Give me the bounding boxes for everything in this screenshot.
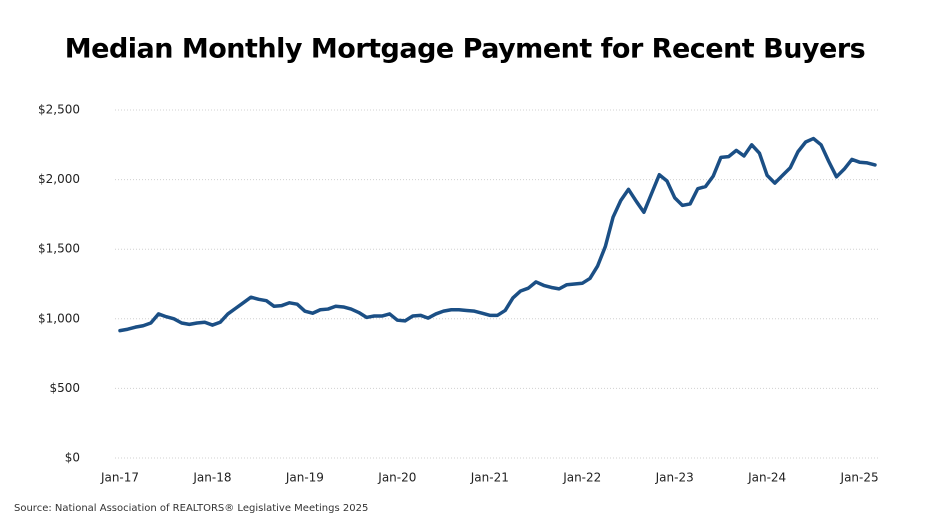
x-tick-label: Jan-18 bbox=[192, 471, 231, 485]
data-line bbox=[118, 136, 877, 333]
x-tick-label: Jan-24 bbox=[747, 471, 786, 485]
source-note: Source: National Association of REALTORS… bbox=[14, 503, 368, 514]
x-tick-label: Jan-25 bbox=[840, 471, 879, 485]
x-tick-label: Jan-17 bbox=[100, 471, 139, 485]
x-tick-label: Jan-23 bbox=[655, 471, 694, 485]
x-tick-label: Jan-21 bbox=[470, 471, 509, 485]
y-tick-label: $1,000 bbox=[38, 311, 80, 325]
y-tick-label: $0 bbox=[65, 451, 80, 465]
x-tick-label: Jan-22 bbox=[562, 471, 601, 485]
y-tick-label: $2,000 bbox=[38, 172, 80, 186]
y-tick-label: $500 bbox=[49, 381, 80, 395]
y-tick-label: $2,500 bbox=[38, 103, 80, 117]
x-tick-label: Jan-20 bbox=[377, 471, 416, 485]
chart-title: Median Monthly Mortgage Payment for Rece… bbox=[65, 34, 865, 65]
y-tick-label: $1,500 bbox=[38, 242, 80, 256]
x-tick-label: Jan-19 bbox=[285, 471, 324, 485]
